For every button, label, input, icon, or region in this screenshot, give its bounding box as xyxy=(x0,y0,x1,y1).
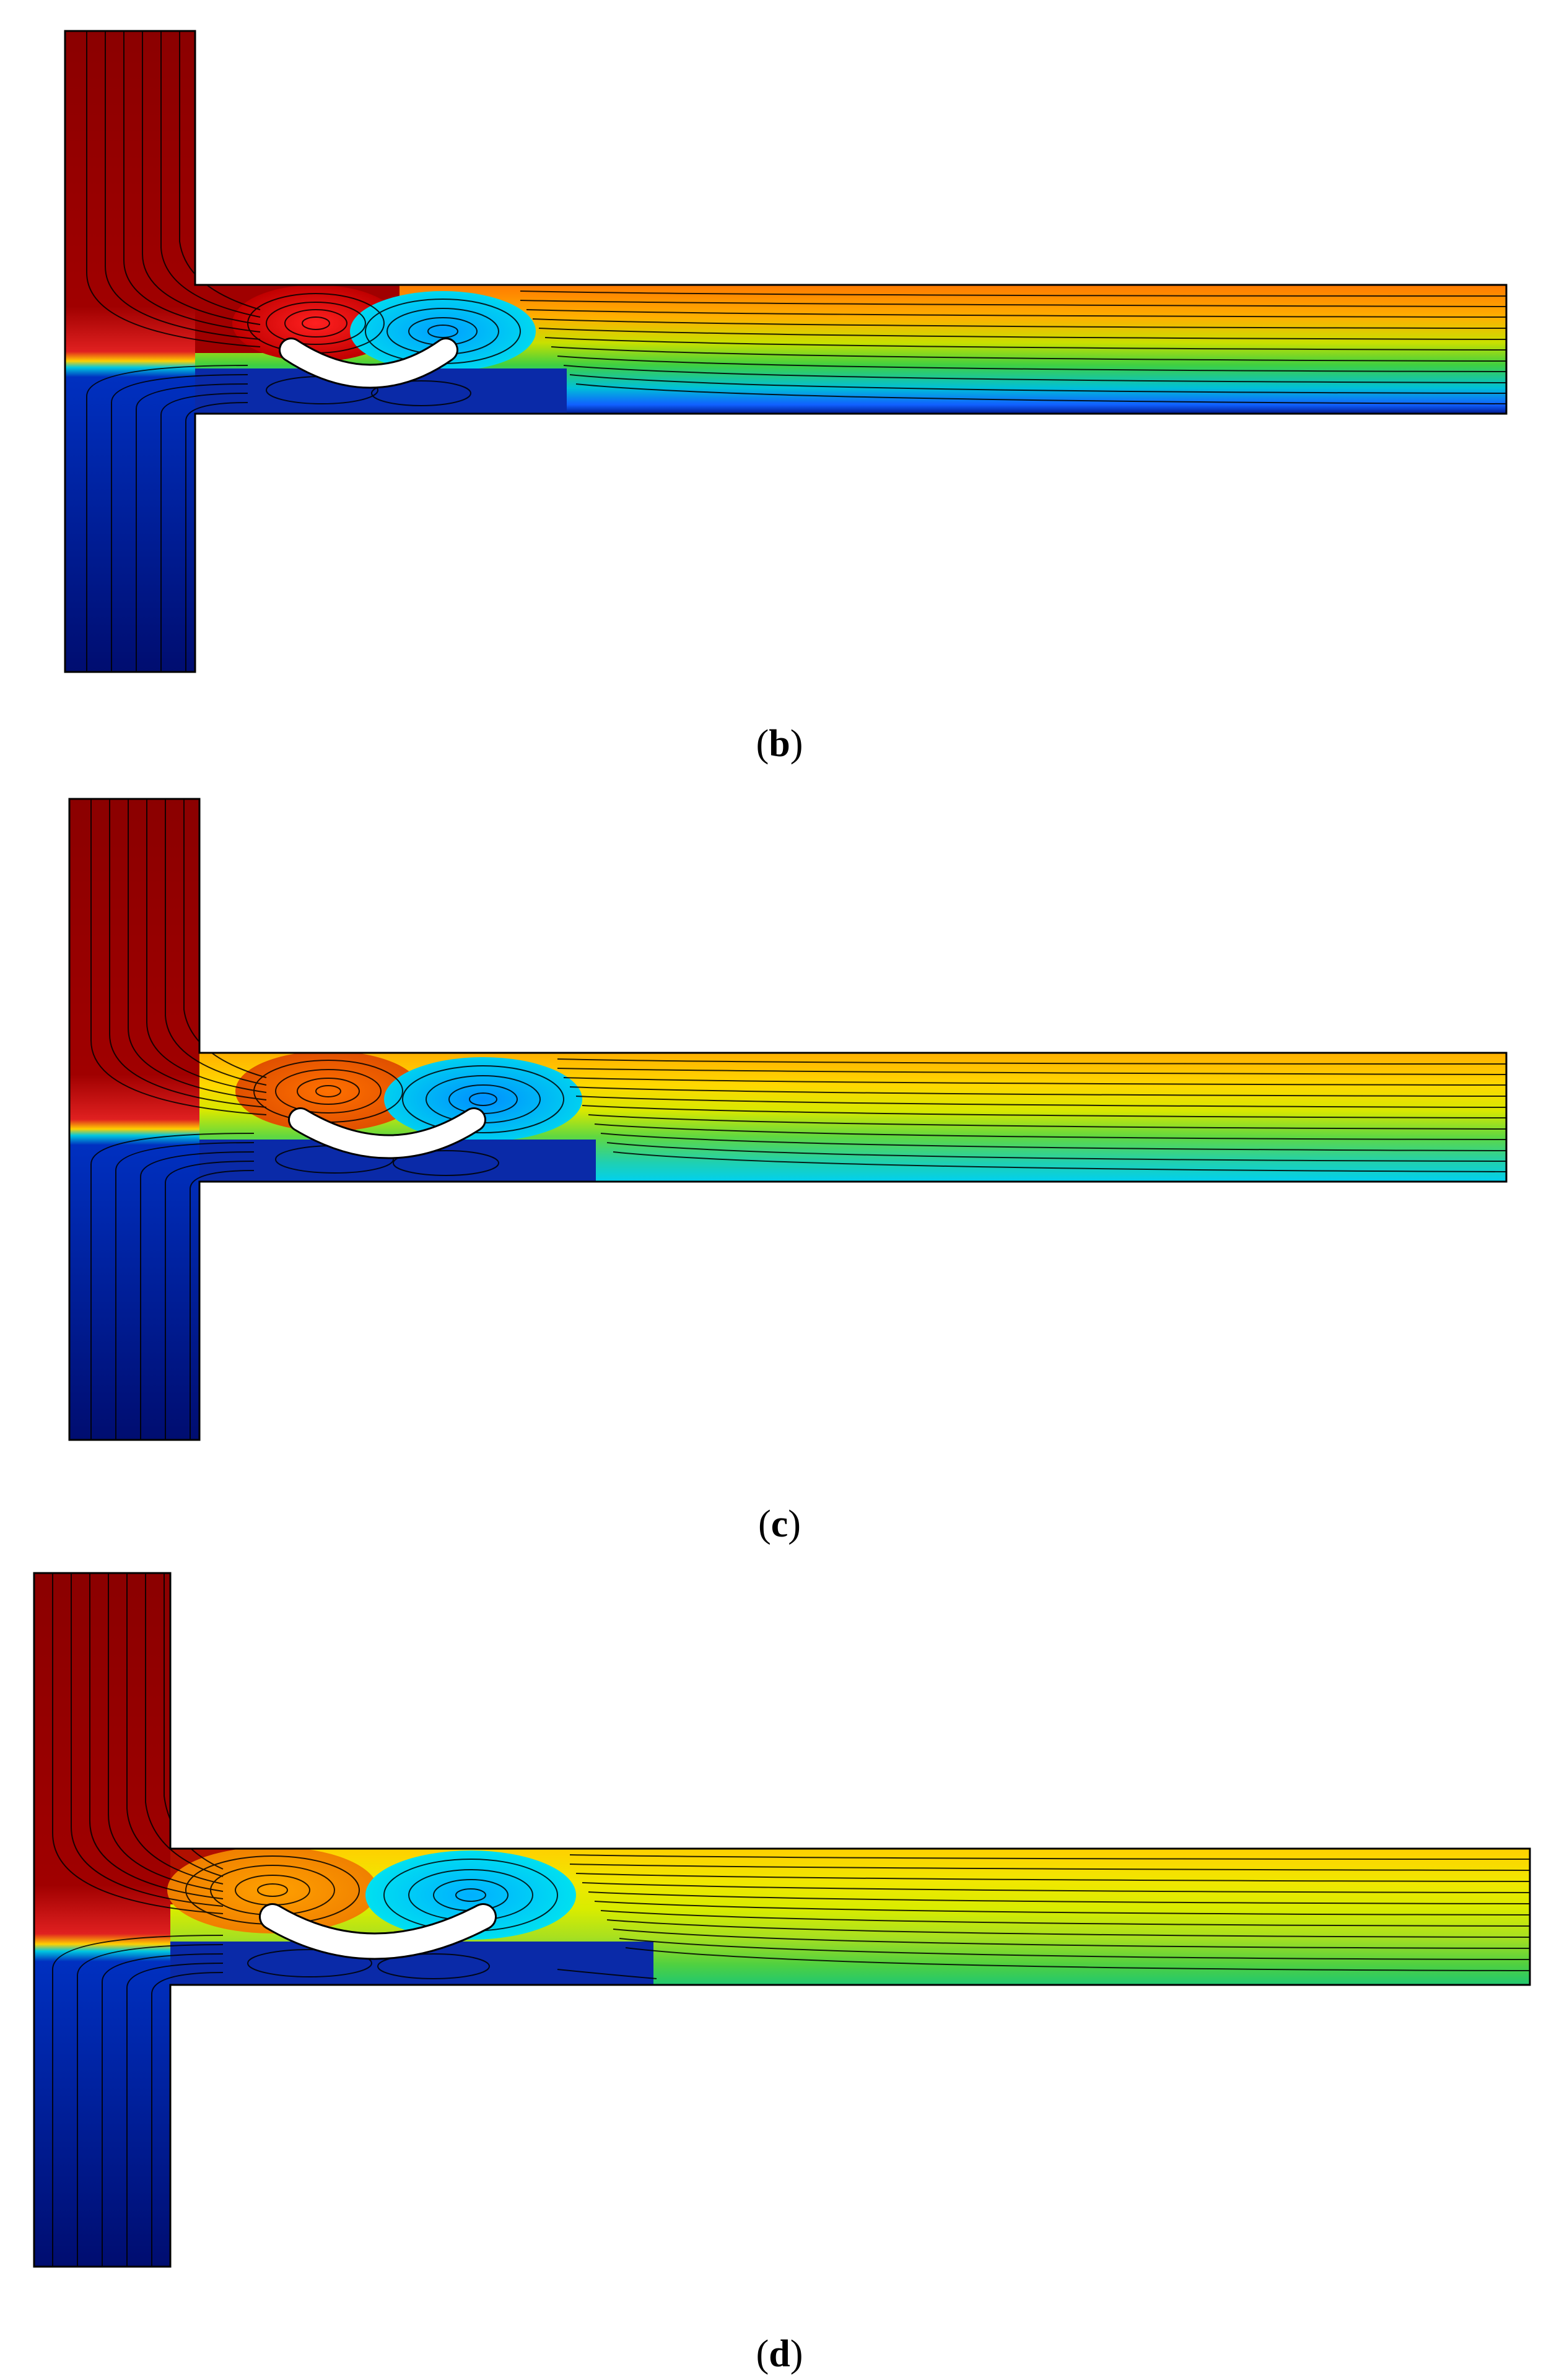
caption-c: (c) xyxy=(758,1503,801,1545)
flow-field-d xyxy=(33,1572,1531,2268)
vortex-orange-c xyxy=(235,1051,421,1131)
vortex-orange-d xyxy=(167,1847,378,1933)
panel-d xyxy=(0,1548,1559,2316)
vortex-blue-d xyxy=(365,1850,576,1940)
curved-baffle-b xyxy=(281,339,456,387)
vertical-channel-c xyxy=(69,799,199,1440)
flow-field-c xyxy=(68,798,1508,1441)
vortex-blue-b xyxy=(350,291,536,372)
vortex-blue-c xyxy=(384,1057,582,1141)
curved-baffle-c xyxy=(290,1109,484,1157)
flow-field-b xyxy=(64,30,1508,673)
domain-outline-d xyxy=(33,1572,1531,2268)
caption-b: (b) xyxy=(756,723,803,765)
domain-outline-b xyxy=(64,30,1508,673)
vertical-channel-b xyxy=(65,31,195,672)
caption-d: (d) xyxy=(756,2333,803,2375)
panel-c xyxy=(0,768,1559,1474)
panel-b xyxy=(0,0,1559,706)
curved-baffle-d xyxy=(261,1905,495,1958)
domain-outline-c xyxy=(68,798,1508,1441)
